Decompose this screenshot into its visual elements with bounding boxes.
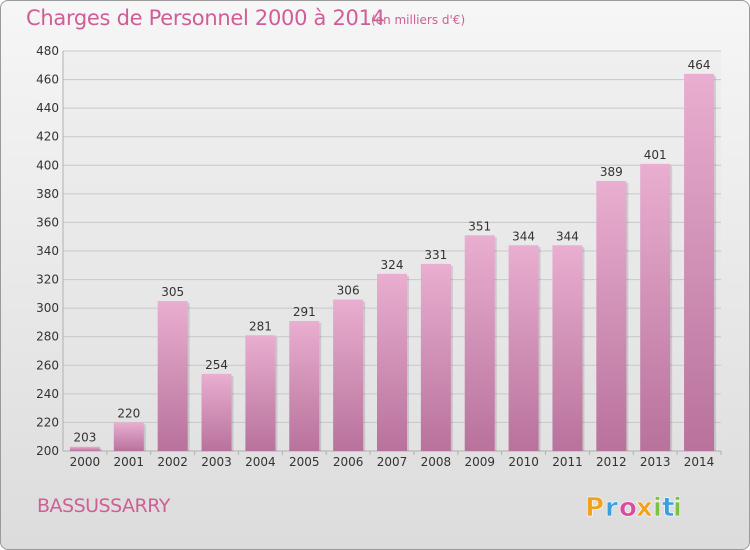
bar bbox=[464, 235, 495, 451]
x-tick-label: 2012 bbox=[596, 455, 627, 469]
x-tick-label: 2010 bbox=[508, 455, 539, 469]
y-tick-label: 480 bbox=[36, 44, 59, 58]
bar-value-label: 306 bbox=[337, 284, 360, 298]
bar bbox=[508, 245, 539, 451]
logo-letter: x bbox=[636, 493, 653, 523]
y-tick-label: 240 bbox=[36, 387, 59, 401]
x-tick-label: 2000 bbox=[70, 455, 101, 469]
bar bbox=[420, 263, 451, 451]
y-tick-label: 440 bbox=[36, 101, 59, 115]
bar-value-label: 351 bbox=[468, 219, 491, 233]
bar bbox=[289, 321, 320, 451]
x-tick-label: 2009 bbox=[464, 455, 495, 469]
bar-value-label: 344 bbox=[556, 229, 579, 243]
x-tick-label: 2008 bbox=[421, 455, 452, 469]
x-tick-label: 2006 bbox=[333, 455, 364, 469]
logo-letter: P bbox=[585, 493, 604, 523]
x-tick-label: 2003 bbox=[201, 455, 232, 469]
bar bbox=[377, 273, 407, 451]
y-tick-label: 420 bbox=[36, 130, 59, 144]
y-tick-label: 300 bbox=[36, 301, 59, 315]
bar bbox=[157, 301, 188, 451]
y-tick-label: 380 bbox=[36, 187, 59, 201]
logo-letter: i bbox=[673, 493, 682, 523]
y-tick-label: 260 bbox=[36, 358, 59, 372]
logo-letter: i bbox=[653, 493, 662, 523]
logo-letter: t bbox=[662, 493, 674, 523]
bar-value-label: 401 bbox=[644, 148, 667, 162]
y-tick-label: 320 bbox=[36, 273, 59, 287]
bar-value-label: 389 bbox=[600, 165, 623, 179]
bar bbox=[552, 245, 583, 451]
bar bbox=[596, 181, 627, 451]
logo-letter: r bbox=[605, 493, 618, 523]
bar-value-label: 464 bbox=[688, 58, 711, 72]
commune-name: BASSUSSARRY bbox=[37, 495, 170, 517]
bar bbox=[640, 163, 671, 451]
chart-subtitle: (en milliers d'€) bbox=[371, 13, 466, 27]
bar bbox=[245, 335, 276, 451]
bar bbox=[201, 373, 232, 451]
x-tick-label: 2002 bbox=[157, 455, 188, 469]
y-tick-label: 460 bbox=[36, 73, 59, 87]
x-tick-label: 2007 bbox=[377, 455, 408, 469]
bar-layer bbox=[69, 73, 717, 451]
bar bbox=[69, 446, 100, 451]
x-tick-label: 2004 bbox=[245, 455, 276, 469]
bar-value-label: 291 bbox=[293, 305, 316, 319]
bar bbox=[113, 422, 144, 451]
y-tick-label: 400 bbox=[36, 158, 59, 172]
x-tick-label: 2005 bbox=[289, 455, 320, 469]
bar-value-label: 281 bbox=[249, 319, 272, 333]
bar-value-label: 220 bbox=[117, 406, 140, 420]
x-tick-label: 2013 bbox=[640, 455, 671, 469]
y-tick-label: 280 bbox=[36, 330, 59, 344]
bar-value-label: 254 bbox=[205, 358, 228, 372]
bar bbox=[684, 73, 715, 451]
x-tick-label: 2001 bbox=[114, 455, 145, 469]
logo-letter: o bbox=[619, 493, 637, 523]
label-layer: 200 220 240 260 280 300 320 340 360 380 400 420 440 4… bbox=[36, 44, 714, 469]
x-tick-label: 2014 bbox=[684, 455, 715, 469]
bar-value-label: 344 bbox=[512, 229, 535, 243]
bar-value-label: 331 bbox=[424, 248, 447, 262]
bar-value-label: 305 bbox=[161, 285, 184, 299]
chart-title: Charges de Personnel 2000 à 2014 bbox=[26, 6, 385, 30]
x-tick-label: 2011 bbox=[552, 455, 583, 469]
bar-value-label: 203 bbox=[73, 431, 96, 445]
bar-value-label: 324 bbox=[381, 258, 404, 272]
y-tick-label: 220 bbox=[36, 415, 59, 429]
bar bbox=[333, 299, 364, 451]
y-tick-label: 340 bbox=[36, 244, 59, 258]
y-tick-label: 200 bbox=[36, 444, 59, 458]
y-tick-label: 360 bbox=[36, 215, 59, 229]
